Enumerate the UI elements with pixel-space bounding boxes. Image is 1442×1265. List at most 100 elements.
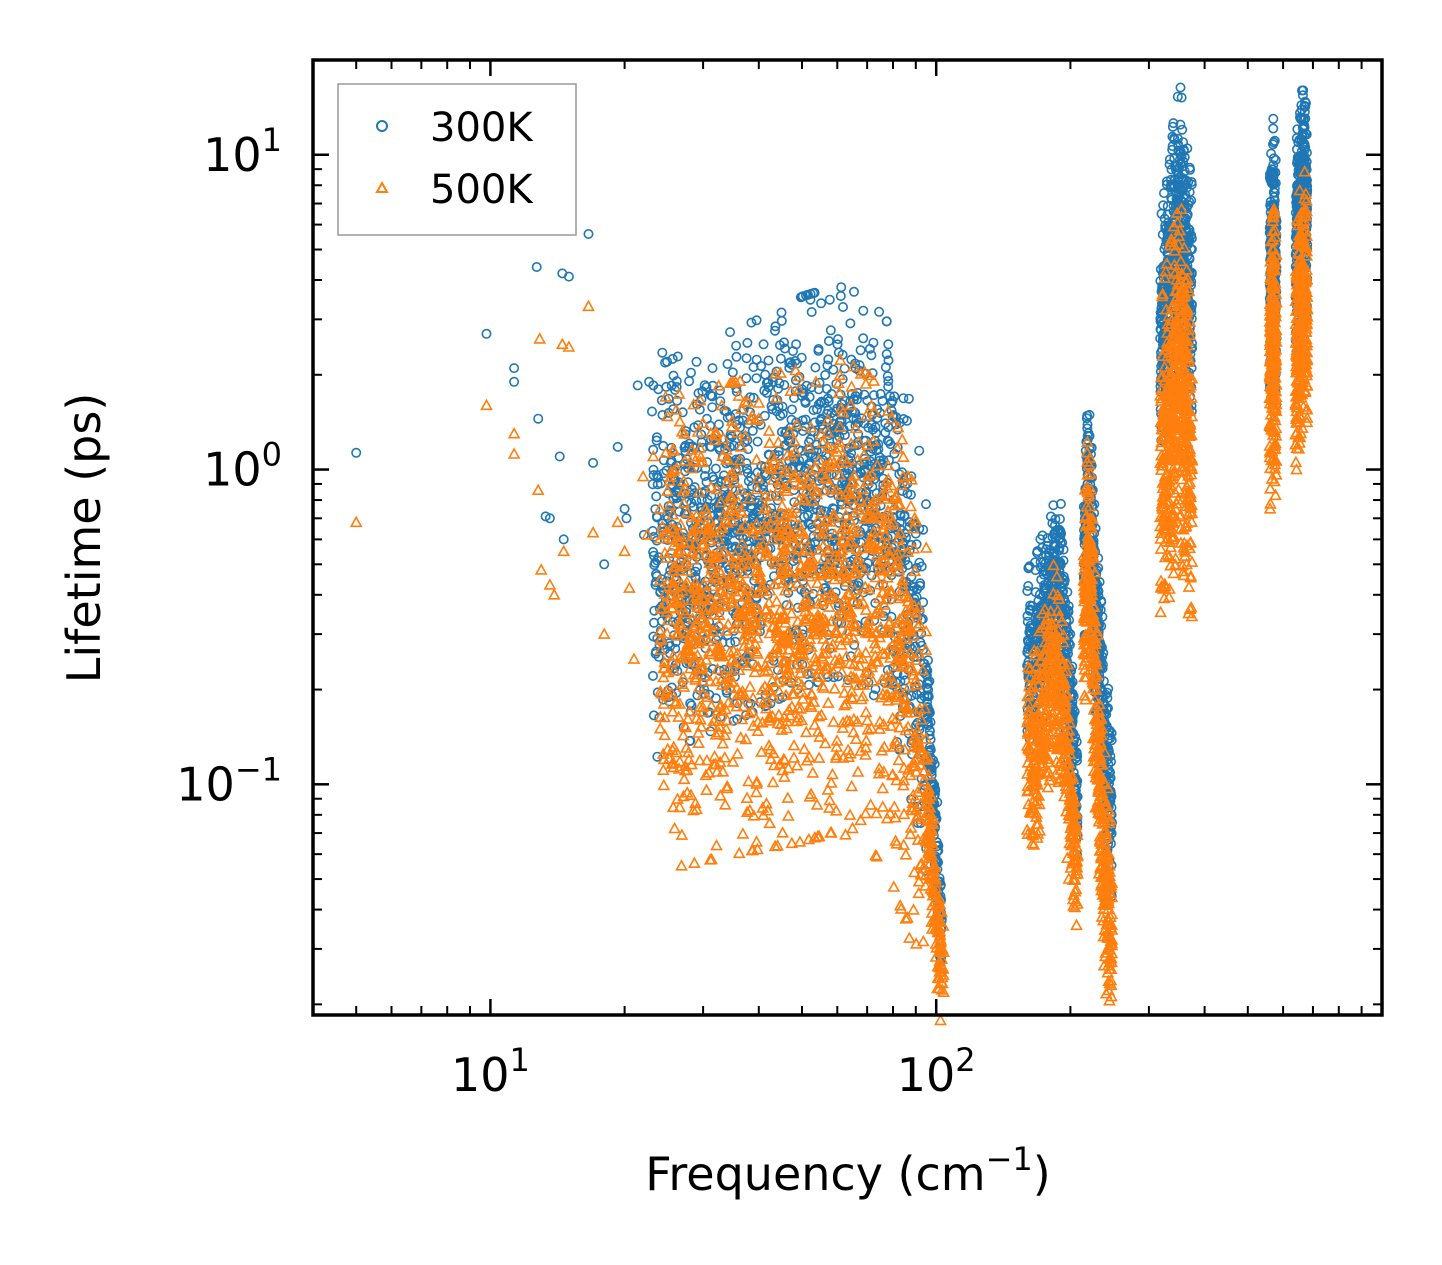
series-300k-cluster-point [684,376,695,387]
series-300k-cluster-point [693,420,704,431]
series-300k-cluster-point [751,315,762,326]
series-300k-cluster-point [752,436,763,447]
series-300k-cluster-point [866,350,877,361]
series-300k-cluster-point [735,523,746,534]
series-300k-cluster-point [1027,633,1038,644]
series-300k-cluster-point [1032,547,1043,558]
series-300k-cluster-point [868,690,879,701]
series-300k-cluster-point [832,334,843,345]
series-300k-cluster-point [1082,430,1093,441]
series-300k-cluster-point [815,505,826,516]
series-300k-cluster-point [800,588,811,599]
series-300k-cluster-point [647,670,658,681]
series-300k-cluster-point [777,408,788,419]
series-300k-cluster-point [1063,631,1074,642]
series-300k-cluster-point [1057,577,1068,588]
series-300k-cluster-point [686,659,697,670]
series-300k-cluster-point [745,503,756,514]
series-300k-cluster-point [799,511,810,522]
series-300k-cluster-point [813,399,824,410]
series-300k-cluster-point [658,440,669,451]
series-300k-cluster-point [763,355,774,366]
series-300k-cluster-point [651,491,662,502]
series-300k-cluster-point [897,485,908,496]
series-300k-cluster-point [816,396,827,407]
series-300k-cluster-point [1056,528,1067,539]
series-300k-cluster-point [845,318,856,329]
series-300k-cluster-point [914,445,925,456]
series-300k-cluster-point [746,317,757,328]
series-300k-cluster-point [727,367,738,378]
series-300k-cluster-point [725,327,736,338]
series-300k-cluster-point [652,470,663,481]
series-300k-cluster-point [861,486,872,497]
series-300k-cluster-point [858,333,869,344]
series-300k-cluster-point [651,435,662,446]
series-300k-cluster-point [650,568,661,579]
series-300k-cluster-point [1082,423,1093,434]
series-300k-cluster-point [883,375,894,386]
series-300k-cluster-point [868,390,879,401]
series-300k-cluster-point [880,362,891,373]
series-300k-cluster-point [871,428,882,439]
series-300k-cluster-point [690,571,701,582]
series-300k-cluster-point [1030,557,1041,568]
series-300k-cluster-point [808,288,819,299]
series-300k-cluster-point [916,628,927,639]
series-300k-cluster-point [731,351,742,362]
series-300k-cluster-point [883,436,894,447]
series-300k-cluster-point [737,533,748,544]
series-300k-cluster-point [770,321,781,332]
series-300k-cluster-point [732,526,743,537]
series-300k-cluster-point [874,306,885,317]
series-300k-cluster-point [874,452,885,463]
series-300k-cluster-point [813,384,824,395]
series-300k-cluster-point [780,427,791,438]
series-300k-cluster-point [824,294,835,305]
series-300k-cluster-point [837,301,848,312]
series-300k-cluster-point [1033,595,1044,606]
series-300k-cluster-point [783,587,794,598]
series-300k-cluster-point [1023,580,1034,591]
series-300k-cluster-point [902,559,913,570]
series-300k-cluster-point [699,470,710,481]
series-300k-cluster-point [914,557,925,568]
series-300k-cluster-point [741,458,752,469]
series-300k-cluster-point [820,369,831,380]
series-300k-cluster-point [652,479,663,490]
series-300k-cluster-point [921,691,932,702]
series-300k-cluster-point [1062,587,1073,598]
series-300k-cluster-point [1022,585,1033,596]
series-300k-cluster-point [887,395,898,406]
series-300k-cluster-point [747,425,758,436]
series-300k-cluster-point [881,316,892,327]
series-300k-cluster-point [1025,604,1036,615]
series-300k-cluster-point [699,684,710,695]
series-300k-cluster-point [1043,576,1054,587]
series-300k-cluster-point [725,637,736,648]
series-300k-cluster-point [858,305,869,316]
series-300k-cluster-point [721,440,732,451]
series-300k-cluster-point [882,371,893,382]
series-300k-cluster-point [903,393,914,404]
series-300k-cluster-point [1072,751,1083,762]
series-300k-cluster-point [881,349,892,360]
series-300k-cluster-point [769,325,780,336]
series-300k-cluster-point [707,471,718,482]
series-300k-cluster-point [652,751,663,762]
series-300k-cluster-point [854,460,865,471]
series-300k-cluster-point [759,385,770,396]
series-300k-cluster-point [1055,498,1066,509]
series-300k-cluster-point [911,562,922,573]
series-300k-cluster-point [668,493,679,504]
series-300k-cluster-point [1050,514,1061,525]
series-300k-cluster-point [776,307,787,318]
series-300k-cluster-point [751,354,762,365]
series-300k-cluster-point [848,286,859,297]
series-300k-cluster-point [1048,540,1059,551]
series-300k-cluster-point [646,406,657,417]
series-300k-cluster-point [799,501,810,512]
series-300k-cluster-point [652,555,663,566]
series-300k-cluster-point [815,397,826,408]
series-300k-cluster-point [883,381,894,392]
